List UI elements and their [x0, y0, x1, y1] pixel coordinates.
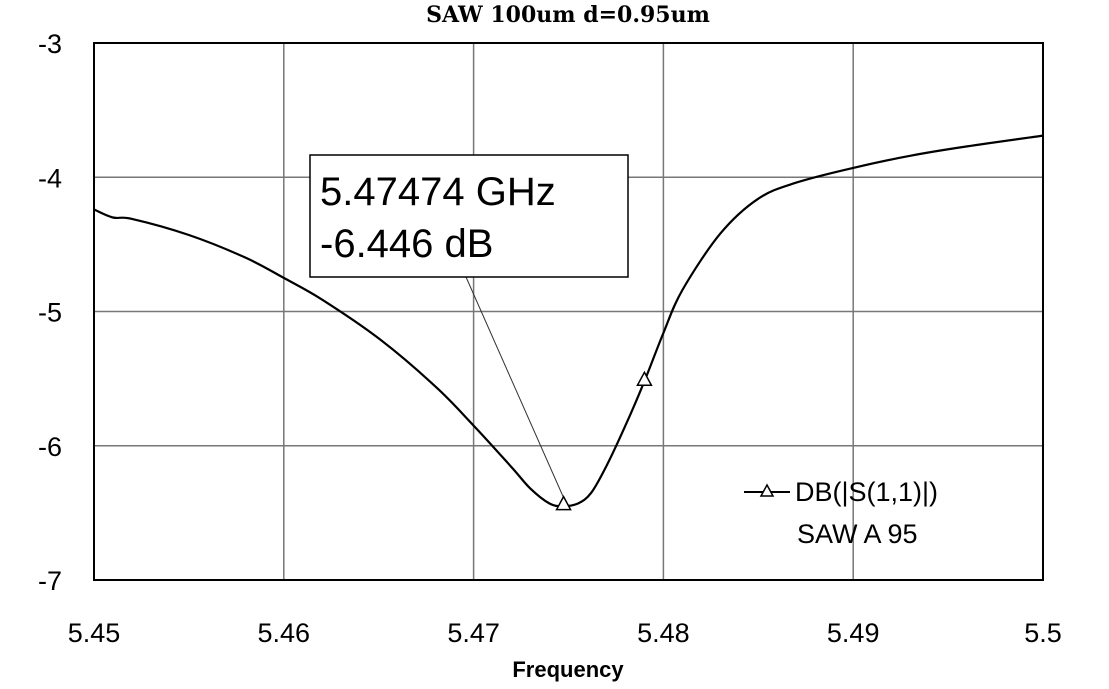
marker-triangle [555, 495, 572, 511]
y-tick-label: -3 [38, 29, 62, 59]
x-tick-label: 5.49 [827, 618, 880, 648]
marker-layer [465, 276, 653, 511]
x-tick-label: 5.5 [1024, 618, 1062, 648]
marker-db-label: -6.446 dB [320, 222, 493, 266]
legend-series-name: DB(|S(1,1)|) [795, 477, 938, 507]
x-tick-label: 5.45 [68, 618, 121, 648]
legend: DB(|S(1,1)|) SAW A 95 [744, 477, 938, 549]
plot-frame [93, 42, 1044, 581]
y-axis-ticks: -3 -4 -5 -6 -7 [38, 29, 62, 596]
series-line [93, 134, 1044, 508]
x-tick-label: 5.47 [447, 618, 500, 648]
legend-series-subtitle: SAW A 95 [797, 519, 918, 549]
marker-leader-line [465, 276, 565, 498]
x-axis-ticks: 5.45 5.46 5.47 5.48 5.49 5.5 [68, 618, 1062, 648]
series-layer [93, 134, 1044, 508]
legend-triangle-marker [759, 483, 775, 497]
marker-frequency-label: 5.47474 GHz [320, 170, 556, 214]
y-tick-label: -4 [38, 163, 62, 193]
y-tick-label: -6 [38, 432, 62, 462]
y-tick-label: -7 [38, 566, 62, 596]
y-tick-label: -5 [38, 298, 62, 328]
chart-title: SAW 100um d=0.95um [426, 2, 710, 28]
marker-readout-frame [309, 154, 629, 278]
marker-triangle [636, 370, 653, 387]
x-axis-label: Frequency [512, 657, 624, 682]
marker-readout-box: 5.47474 GHz -6.446 dB [309, 154, 629, 278]
x-tick-label: 5.48 [637, 618, 690, 648]
x-tick-label: 5.46 [258, 618, 311, 648]
